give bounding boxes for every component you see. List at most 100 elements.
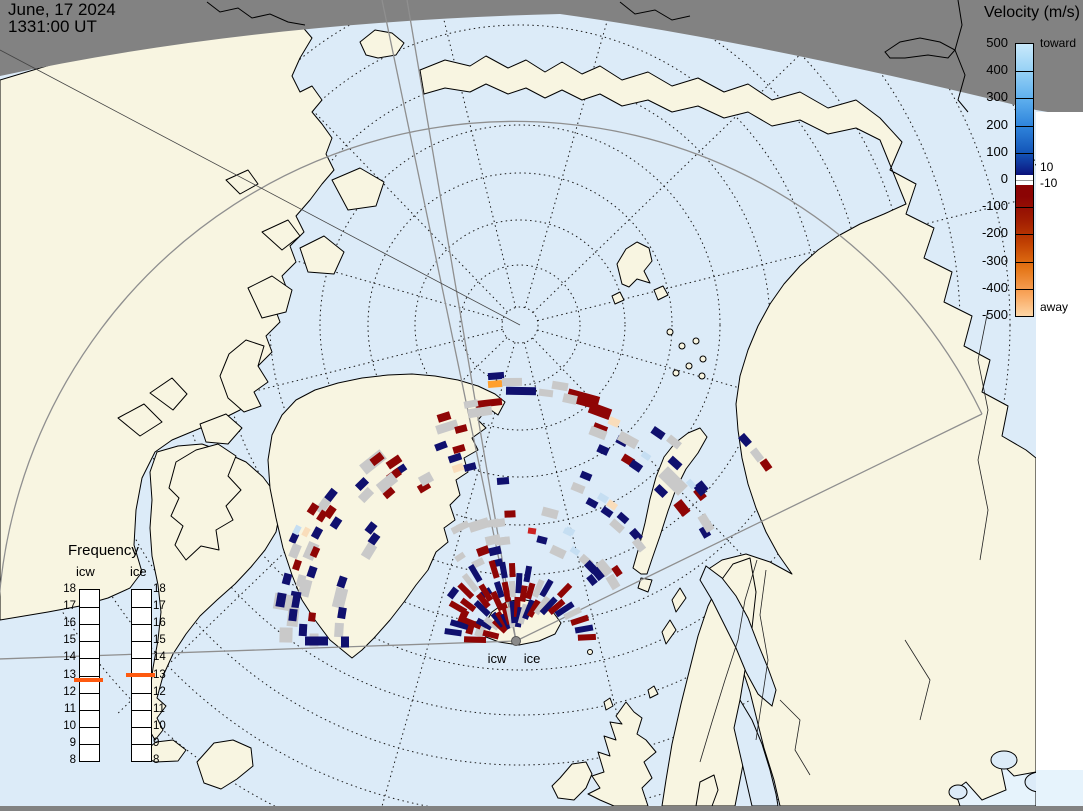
scatter-cell <box>435 419 459 435</box>
away-label: away <box>1040 300 1069 314</box>
scatter-cell <box>360 541 378 561</box>
freq-scale-number: 17 <box>153 600 166 613</box>
scatter-cell <box>658 466 688 496</box>
scatter-cell <box>331 586 349 610</box>
lake-ladoga <box>990 750 1018 770</box>
latitude-circle <box>367 172 673 478</box>
scatter-cell <box>385 454 403 470</box>
corner-sea-margin <box>1036 770 1083 806</box>
freq-scale-number: 18 <box>153 583 166 595</box>
scatter-cell <box>585 497 599 509</box>
near-range-cell <box>461 573 479 593</box>
freq-bar-cell <box>132 607 151 609</box>
near-range-cell <box>532 579 545 598</box>
date-label: June, 17 2024 <box>8 0 116 19</box>
scatter-cell <box>452 443 466 455</box>
scatter-cell <box>323 504 337 520</box>
scatter-cell <box>288 542 302 560</box>
scatter-cell <box>749 447 765 463</box>
latitude-circle <box>319 124 721 526</box>
freq-bar-cell <box>132 743 151 745</box>
scatter-cell <box>454 424 468 434</box>
freq-scale-number: 15 <box>153 634 166 647</box>
near-range-cell <box>547 598 566 615</box>
site-label-ice: ice <box>524 651 541 666</box>
freq-bar-cell <box>132 692 151 694</box>
scatter-cell <box>549 544 567 560</box>
colorbar-segment-line <box>1016 180 1033 181</box>
freq-bar-cell <box>80 675 99 677</box>
near-range-cell <box>490 590 505 612</box>
scatter-cell <box>298 623 308 637</box>
scatter-cell <box>354 476 370 492</box>
colorbar-gradient <box>1015 43 1034 317</box>
latitude-circle <box>414 219 626 431</box>
scatter-cell <box>551 380 569 392</box>
pos-threshold-label: 10 <box>1040 160 1054 174</box>
land-labrador-2 <box>196 739 254 790</box>
time-label: 1331:00 UT <box>8 17 97 36</box>
freq-scale-number: 10 <box>63 719 76 732</box>
colorbar-title: Velocity (m/s) <box>983 4 1080 21</box>
scatter-cell <box>436 411 452 423</box>
scatter-cell <box>467 405 493 419</box>
scatter-cell <box>616 430 640 450</box>
colorbar-tick-label: -400 <box>981 279 1008 295</box>
near-range-cell <box>468 564 483 583</box>
land-svalbard <box>616 241 653 288</box>
land-ireland <box>551 761 593 801</box>
scatter-cell <box>759 458 773 472</box>
meridian-line <box>524 0 614 308</box>
freq-scale-number: 12 <box>153 685 166 698</box>
land-devon <box>199 413 243 445</box>
scatter-cell <box>605 573 621 591</box>
freq-bar-cell <box>132 658 151 660</box>
land-great-britain <box>587 701 657 807</box>
fov-north-edge-1 <box>381 0 517 642</box>
land-island <box>149 377 188 411</box>
coastlines-on-gray <box>206 0 969 113</box>
scatter-cell <box>310 526 324 540</box>
fov-east-edge <box>515 413 983 642</box>
freq-scale-number: 15 <box>63 634 76 647</box>
freq-scale-number: 8 <box>153 754 160 766</box>
scatter-cell <box>631 537 647 553</box>
scatter-cell <box>451 462 465 474</box>
near-range-cell <box>488 559 500 579</box>
near-range-cell <box>482 629 500 640</box>
scatter-cell <box>536 535 548 545</box>
scatter-cell <box>463 462 477 472</box>
freq-scale-number: 14 <box>63 651 76 664</box>
velocity-scatter-cells <box>272 371 773 648</box>
scatter-cell <box>505 386 537 396</box>
land-lofoten <box>671 587 687 613</box>
near-range-cell <box>463 636 487 644</box>
colorbar-segment-line <box>1016 152 1033 154</box>
near-range-cell <box>473 600 491 617</box>
land-baffin <box>168 443 242 561</box>
near-range-cell <box>563 606 582 621</box>
meridian-line <box>537 189 1064 322</box>
near-range-cell <box>457 582 475 600</box>
chukotka-outline <box>619 1 691 21</box>
scatter-cell <box>538 388 554 398</box>
radar-site-labels: icw ice <box>488 651 541 666</box>
scatter-cell <box>292 524 302 536</box>
scatter-cell <box>562 527 574 537</box>
scatter-cell <box>496 477 510 485</box>
scatter-cell <box>336 575 348 589</box>
freq-col-ice: ice <box>130 564 147 579</box>
meridian-line <box>380 342 516 811</box>
colorbar-tick-label: -100 <box>981 198 1008 214</box>
near-range-cell <box>499 561 508 579</box>
scatter-cell <box>488 545 502 557</box>
scatter-cell <box>616 511 630 525</box>
alaska-outline <box>206 1 306 26</box>
scatter-cell <box>698 525 712 539</box>
scatter-cell <box>475 545 491 557</box>
freq-col-icw: icw <box>76 564 95 579</box>
scatter-cell <box>504 510 516 518</box>
scatter-cell <box>447 452 463 464</box>
freq-bar-cell <box>80 692 99 694</box>
